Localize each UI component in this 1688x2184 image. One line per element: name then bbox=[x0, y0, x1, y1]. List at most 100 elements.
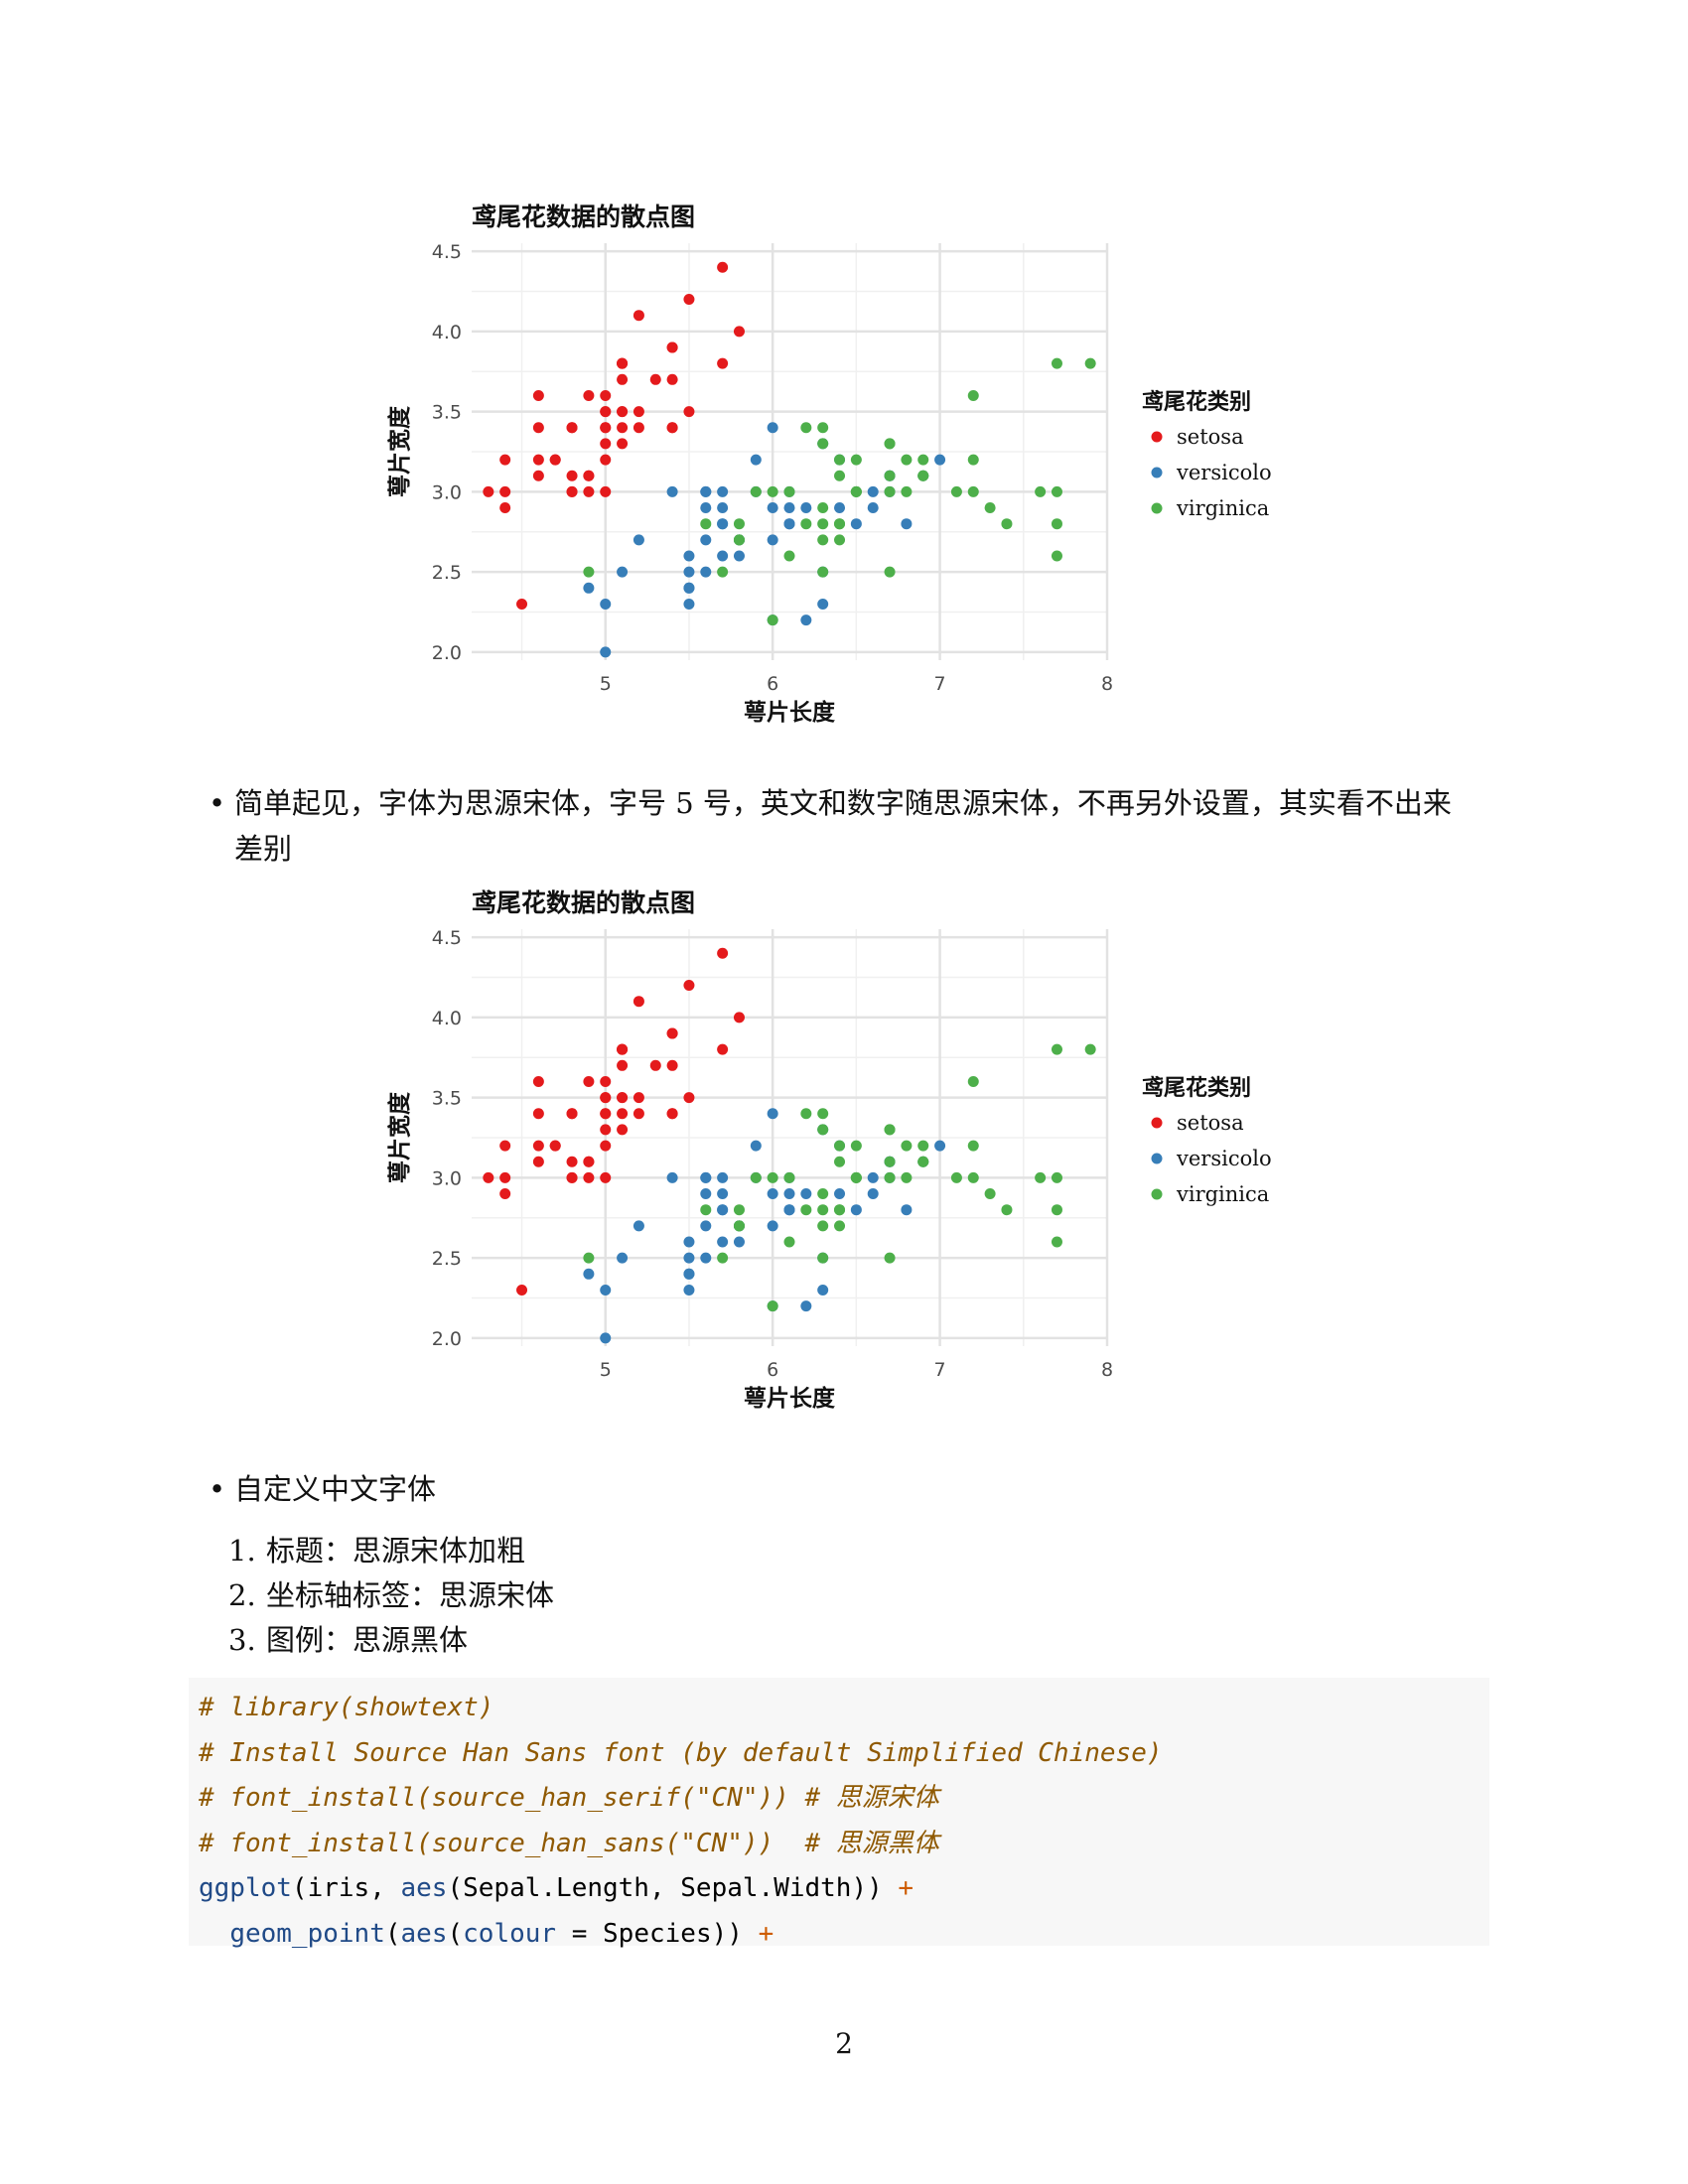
bullet-text-line1: 简单起见，字体为思源宋体，字号 5 号，英文和数字随思源宋体，不再另外设置，其实… bbox=[234, 786, 1452, 820]
data-point-virginica bbox=[817, 566, 829, 578]
data-point-virginica bbox=[817, 1204, 829, 1216]
data-point-versicolor bbox=[901, 1204, 913, 1216]
data-point-versicolor bbox=[717, 518, 729, 530]
data-point-virginica bbox=[733, 534, 745, 546]
data-point-virginica bbox=[733, 1204, 745, 1216]
data-point-virginica bbox=[767, 614, 778, 626]
data-point-setosa bbox=[516, 598, 528, 610]
list-number: 1. bbox=[228, 1534, 256, 1568]
data-point-versicolor bbox=[683, 1252, 695, 1264]
data-point-setosa bbox=[600, 1124, 612, 1136]
data-point-setosa bbox=[617, 1043, 629, 1055]
y-tick-label: 4.5 bbox=[432, 241, 462, 263]
data-point-virginica bbox=[917, 1140, 929, 1152]
bullet-paragraph-1-cont: 差别 bbox=[234, 826, 292, 872]
data-point-setosa bbox=[532, 1108, 544, 1120]
data-point-virginica bbox=[950, 485, 962, 497]
data-point-versicolor bbox=[733, 550, 745, 562]
data-point-setosa bbox=[566, 1171, 578, 1183]
code-comment: # font_install(source_han_serif("CN")) #… bbox=[199, 1783, 939, 1813]
code-function: geom_point bbox=[229, 1918, 385, 1949]
data-point-versicolor bbox=[600, 598, 612, 610]
data-point-virginica bbox=[817, 1188, 829, 1200]
data-point-versicolor bbox=[700, 1171, 712, 1183]
data-point-virginica bbox=[967, 1171, 979, 1183]
data-point-virginica bbox=[884, 1252, 896, 1264]
data-point-virginica bbox=[884, 1171, 896, 1183]
data-point-virginica bbox=[800, 422, 812, 434]
data-point-setosa bbox=[666, 341, 678, 353]
data-point-virginica bbox=[1001, 518, 1013, 530]
data-point-setosa bbox=[600, 389, 612, 401]
data-point-versicolor bbox=[750, 454, 762, 466]
data-point-versicolor bbox=[783, 1188, 795, 1200]
legend-label-versicolor: versicolor bbox=[1176, 461, 1271, 484]
data-point-setosa bbox=[617, 422, 629, 434]
data-point-setosa bbox=[499, 1140, 511, 1152]
data-point-versicolor bbox=[666, 1171, 678, 1183]
data-point-setosa bbox=[600, 438, 612, 450]
data-point-virginica bbox=[884, 485, 896, 497]
legend-label-virginica: virginica bbox=[1176, 496, 1269, 520]
data-point-virginica bbox=[834, 534, 846, 546]
chart-title: 鸢尾花数据的散点图 bbox=[472, 888, 695, 917]
data-point-virginica bbox=[767, 1300, 778, 1312]
data-point-virginica bbox=[850, 454, 862, 466]
code-text: (Sepal.Length, Sepal.Width)) bbox=[447, 1873, 899, 1903]
legend-marker-setosa bbox=[1151, 431, 1163, 443]
data-point-setosa bbox=[617, 1108, 629, 1120]
list-text: 坐标轴标签：思源宋体 bbox=[266, 1578, 555, 1612]
data-point-versicolor bbox=[800, 502, 812, 514]
data-point-versicolor bbox=[633, 1220, 644, 1232]
data-point-virginica bbox=[583, 566, 595, 578]
code-function: ggplot bbox=[199, 1873, 292, 1903]
list-number: 2. bbox=[228, 1578, 256, 1612]
data-point-versicolor bbox=[683, 1268, 695, 1280]
data-point-virginica bbox=[800, 518, 812, 530]
data-point-versicolor bbox=[683, 1284, 695, 1296]
data-point-virginica bbox=[834, 470, 846, 481]
data-point-setosa bbox=[583, 485, 595, 497]
code-function: aes bbox=[400, 1918, 448, 1949]
data-point-versicolor bbox=[867, 485, 879, 497]
data-point-virginica bbox=[834, 1220, 846, 1232]
data-point-virginica bbox=[750, 1171, 762, 1183]
data-point-versicolor bbox=[700, 485, 712, 497]
data-point-setosa bbox=[683, 406, 695, 418]
data-point-virginica bbox=[967, 1140, 979, 1152]
data-point-versicolor bbox=[717, 1204, 729, 1216]
data-point-versicolor bbox=[700, 534, 712, 546]
code-operator: + bbox=[758, 1918, 774, 1949]
data-point-setosa bbox=[717, 261, 729, 273]
data-point-setosa bbox=[617, 438, 629, 450]
data-point-versicolor bbox=[817, 598, 829, 610]
data-point-setosa bbox=[566, 485, 578, 497]
data-point-virginica bbox=[967, 1075, 979, 1087]
data-point-versicolor bbox=[617, 1252, 629, 1264]
data-point-setosa bbox=[499, 454, 511, 466]
data-point-setosa bbox=[532, 389, 544, 401]
data-point-versicolor bbox=[600, 646, 612, 658]
data-point-versicolor bbox=[783, 518, 795, 530]
data-point-virginica bbox=[984, 1188, 996, 1200]
x-tick-label: 7 bbox=[934, 673, 946, 695]
data-point-versicolor bbox=[617, 566, 629, 578]
data-point-setosa bbox=[683, 294, 695, 306]
data-point-setosa bbox=[583, 389, 595, 401]
data-point-setosa bbox=[516, 1284, 528, 1296]
data-point-versicolor bbox=[850, 518, 862, 530]
data-point-setosa bbox=[566, 1108, 578, 1120]
data-point-versicolor bbox=[666, 485, 678, 497]
data-point-setosa bbox=[532, 422, 544, 434]
bullet-text-line2: 差别 bbox=[234, 832, 293, 866]
legend-label-virginica: virginica bbox=[1176, 1182, 1269, 1206]
data-point-setosa bbox=[583, 1075, 595, 1087]
data-point-virginica bbox=[783, 550, 795, 562]
data-point-setosa bbox=[600, 1171, 612, 1183]
data-point-virginica bbox=[817, 1124, 829, 1136]
data-point-virginica bbox=[950, 1171, 962, 1183]
code-text: ( bbox=[384, 1918, 401, 1949]
data-point-virginica bbox=[1051, 1171, 1062, 1183]
data-point-versicolor bbox=[583, 582, 595, 594]
